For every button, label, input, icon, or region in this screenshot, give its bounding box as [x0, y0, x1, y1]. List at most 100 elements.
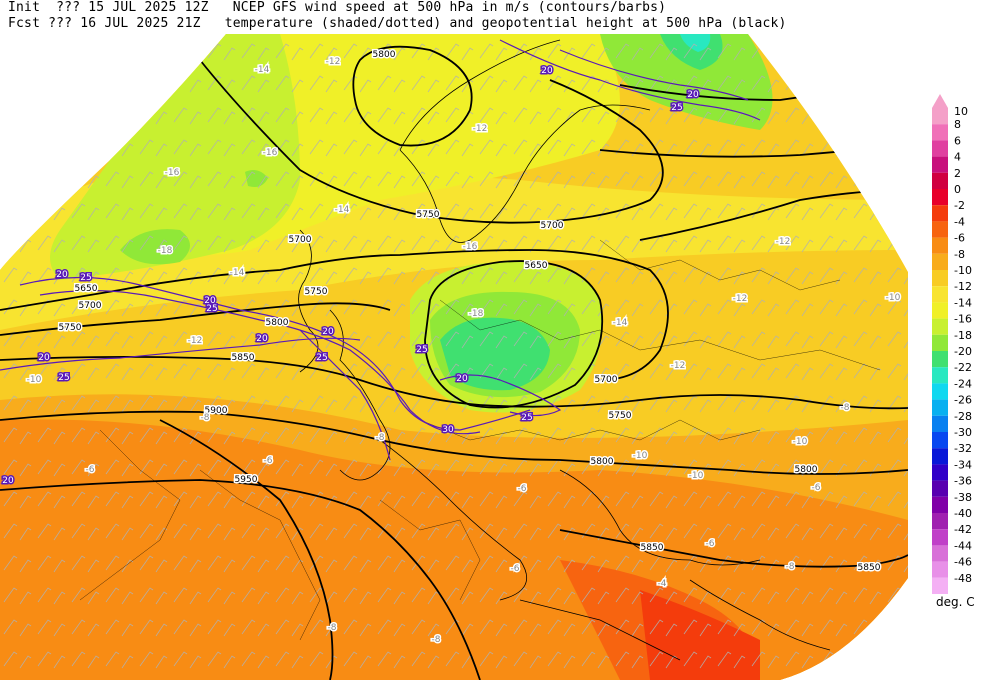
temperature-label: -16 [263, 148, 278, 158]
temperature-label: -12 [326, 57, 341, 67]
temperature-label: -14 [335, 205, 350, 215]
colorbar-tick-label: -18 [954, 329, 972, 342]
temperature-label: -12 [733, 294, 748, 304]
wind-contour-label: 25 [416, 345, 427, 355]
temperature-label: -16 [463, 242, 478, 252]
temperature-label: -4 [658, 579, 667, 589]
wind-contour-label: 20 [456, 374, 468, 384]
temperature-label: -8 [786, 562, 795, 572]
colorbar-tick-label: -46 [954, 556, 972, 569]
wind-contour-label: 25 [316, 353, 327, 363]
colorbar-swatch [932, 545, 948, 562]
wind-contour-label: 20 [687, 90, 699, 100]
colorbar-tick-label: -2 [954, 199, 965, 212]
temperature-label: -10 [689, 471, 704, 481]
wind-contour-label: 20 [256, 334, 268, 344]
height-contour-label: 5700 [595, 375, 618, 385]
colorbar-tick-label: 4 [954, 151, 961, 164]
colorbar-tick-label: -6 [954, 232, 965, 245]
height-contour-label: 5950 [235, 475, 258, 485]
colorbar-swatch [932, 318, 948, 335]
colorbar-tick-label: -16 [954, 313, 972, 326]
colorbar-tick-label: 10 [954, 105, 968, 118]
temperature-label: -10 [27, 375, 42, 385]
colorbar-tick-label: -20 [954, 345, 972, 358]
height-contour-label: 5850 [232, 353, 255, 363]
temperature-label: -8 [841, 403, 850, 413]
temperature-label: -6 [706, 539, 715, 549]
colorbar-swatch [932, 221, 948, 238]
temperature-label: -12 [188, 336, 203, 346]
temperature-label: -12 [473, 124, 488, 134]
wind-contour-label: 20 [2, 476, 14, 486]
colorbar-swatch [932, 577, 948, 594]
wind-contour-label: 20 [204, 296, 216, 306]
colorbar-swatch [932, 480, 948, 497]
height-contour-label: 5700 [541, 221, 564, 231]
colorbar-swatch [932, 108, 948, 125]
colorbar-tick-label: -24 [954, 377, 972, 390]
wind-contour-label: 25 [80, 273, 91, 283]
colorbar-tick-label: 2 [954, 167, 961, 180]
header-init-line: Init ??? 15 JUL 2025 12Z NCEP GFS wind s… [8, 0, 667, 15]
colorbar-tick-label: -22 [954, 361, 972, 374]
wind-contour-label: 20 [322, 327, 334, 337]
colorbar-units: deg. C [936, 595, 975, 609]
height-contour-label: 5700 [79, 301, 102, 311]
colorbar-tick-label: 0 [954, 183, 961, 196]
temperature-label: -14 [230, 268, 245, 278]
colorbar-swatch [932, 367, 948, 384]
temperature-label: -6 [812, 483, 821, 493]
colorbar-swatch [932, 529, 948, 546]
temperature-label: -8 [376, 433, 385, 443]
colorbar-tick-label: -8 [954, 248, 965, 261]
colorbar-tick-label: -28 [954, 410, 972, 423]
colorbar-tick-label: -14 [954, 296, 972, 309]
coastlines [298, 39, 831, 661]
temperature-label: -8 [201, 413, 210, 423]
colorbar-tick-label: -30 [954, 426, 972, 439]
colorbar-swatch [932, 351, 948, 368]
wind-contours [0, 39, 761, 461]
colorbar-swatch [932, 124, 948, 141]
colorbar-swatch [932, 399, 948, 416]
colorbar-swatch [932, 496, 948, 513]
colorbar-tick-label: 6 [954, 134, 961, 147]
colorbar-swatch [932, 302, 948, 319]
wind-contour-label: 25 [521, 413, 532, 423]
temp-label-layer: -14 -12 -12 -16 -16 -14 -18 -16 -14 -18 -14 -12 -12 -… [25, 56, 902, 647]
height-contour-label: 5750 [305, 287, 328, 297]
height-contour-label: 5850 [858, 563, 881, 573]
wind-contour-label: 25 [58, 373, 69, 383]
colorbar-swatch [932, 140, 948, 157]
colorbar-swatch [932, 172, 948, 189]
colorbar-swatch [932, 464, 948, 481]
wind-contour-label: 20 [38, 353, 50, 363]
colorbar-tick-label: 8 [954, 118, 961, 131]
colorbar-swatch [932, 189, 948, 206]
height-contour-label: 5650 [75, 284, 98, 294]
wind-contour-label: 20 [56, 270, 68, 280]
colorbar-tick-label: -44 [954, 539, 972, 552]
colorbar-swatch [932, 205, 948, 222]
colorbar-tick-label: -40 [954, 507, 972, 520]
temperature-label: -6 [86, 465, 95, 475]
colorbar-swatch [932, 286, 948, 303]
temperature-label: -8 [328, 623, 337, 633]
colorbar-tick-label: -38 [954, 491, 972, 504]
temperature-label: -10 [886, 293, 901, 303]
temperature-label: -16 [165, 168, 180, 178]
colorbar-top-arrow [932, 94, 948, 108]
height-contour-label: 5850 [641, 543, 664, 553]
colorbar-swatch [932, 561, 948, 578]
temperature-label: -6 [264, 456, 273, 466]
colorbar: 108 6 4 2 0 -2 -4 -6 -8 -10 -12 -14 -16 -18 -20 -22 -24 -… [932, 94, 972, 594]
height-contour-label: 5650 [525, 261, 548, 271]
wind-contour-label: 30 [442, 425, 454, 435]
colorbar-tick-label: -10 [954, 264, 972, 277]
temperature-label: -14 [613, 318, 628, 328]
